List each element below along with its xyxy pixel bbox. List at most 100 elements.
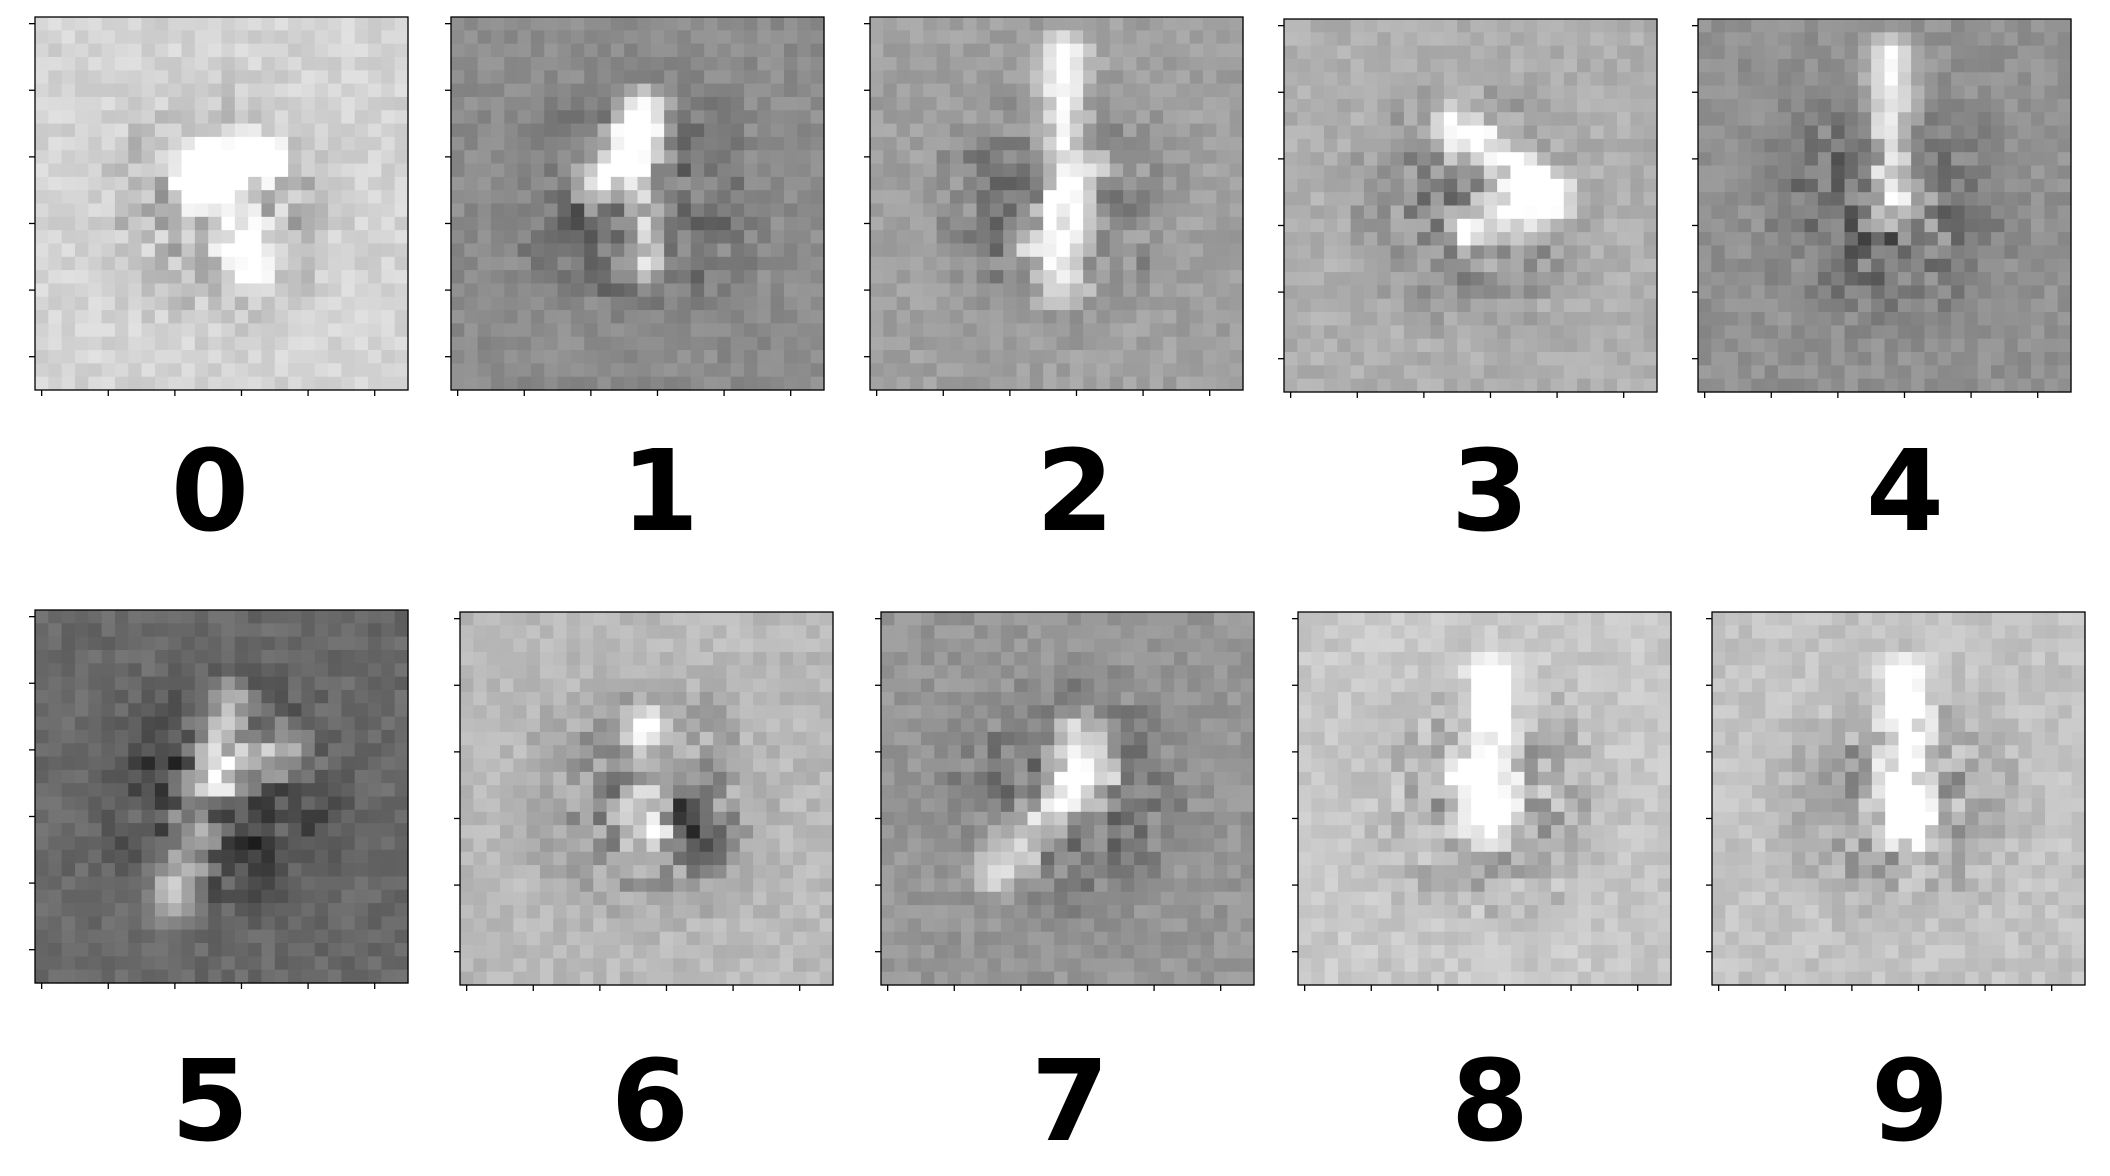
weight-pixel [74,729,89,744]
weight-pixel [1216,83,1231,98]
weight-pixel [1764,85,1779,100]
weight-pixel [1337,152,1352,167]
weight-pixel [88,769,103,784]
weight-pixel [48,256,63,271]
weight-pixel [517,43,532,58]
weight-pixel [234,30,249,45]
weight-pixel [1857,272,1872,287]
weight-pixel [221,363,236,378]
weight-pixel [128,610,143,624]
weight-pixel [896,203,911,218]
weight-pixel [234,176,249,191]
weight-pixel [1737,365,1752,380]
weight-pixel [2031,178,2045,193]
weight-pixel [1737,98,1752,113]
weight-pixel [1871,152,1886,167]
weight-pixel [1937,365,1952,380]
weight-pixel [1483,45,1498,60]
weight-pixel [48,376,63,391]
weight-pixel [557,296,572,311]
weight-pixel [1189,96,1204,111]
weight-pixel [1457,365,1472,380]
weight-pixel [1176,190,1191,205]
weight-pixel [1430,85,1445,100]
weight-pixel [1443,338,1458,353]
weight-pixel [870,190,884,205]
weight-pixel [1537,285,1552,300]
weight-pixel [1777,312,1792,326]
weight-pixel [1310,178,1325,193]
weight-pixel [797,163,812,178]
weight-pixel [1229,43,1244,58]
weight-pixel [208,756,223,771]
weight-pixel [1203,350,1217,364]
weight-pixel [2004,19,2019,33]
weight-pixel [2057,138,2072,153]
weight-pixel [128,30,143,45]
weight-pixel [1603,112,1618,127]
weight-pixel [477,376,492,391]
weight-pixel [1189,230,1204,245]
weight-pixel [1350,58,1365,73]
weight-pixel [1470,218,1485,233]
weight-pixel [1537,138,1552,153]
weight-pixel [1069,363,1084,378]
weight-pixel [2017,152,2032,167]
weight-pixel [88,969,103,984]
weight-pixel [48,323,63,338]
weight-pixel [381,256,396,271]
weight-pixel [1043,283,1058,298]
weight-pixel [128,636,143,651]
weight-pixel [690,83,705,98]
weight-pixel [770,70,785,85]
weight-pixel [2057,298,2072,313]
weight-pixel [61,17,76,31]
weight-pixel [181,809,196,824]
weight-pixel [770,96,785,111]
weight-pixel [1403,125,1418,140]
weight-pixel [1751,338,1766,353]
weight-pixel [1056,43,1071,58]
weight-pixel [1403,352,1418,366]
weight-pixel [1924,32,1939,47]
weight-pixel [1003,176,1018,191]
weight-pixel [101,769,116,784]
weight-pixel [234,943,249,957]
weight-pixel [1443,45,1458,60]
weight-pixel [301,56,316,71]
weight-pixel [770,376,785,391]
weight-pixel [1096,323,1111,338]
weight-pixel [1163,283,1177,298]
weight-pixel [114,270,129,285]
weight-pixel [1377,152,1392,167]
weight-pixel [1176,83,1191,98]
weight-pixel [1176,203,1191,218]
weight-pixel [806,678,821,693]
weight-pixel [1203,190,1217,205]
weight-pixel [1563,272,1578,287]
weight-pixel [810,163,825,178]
weight-pixel [704,190,719,205]
weight-pixel [114,956,129,971]
weight-pixel [1284,285,1298,300]
weight-pixel [1964,245,1979,260]
weight-pixel [989,243,1004,258]
weight-pixel [2017,205,2032,220]
weight-pixel [517,376,532,391]
weight-pixel [114,136,129,151]
weight-pixel [114,283,129,298]
weight-pixel [753,665,767,680]
weight-pixel [1817,32,1832,47]
weight-pixel [619,691,634,706]
weight-pixel [1457,298,1472,313]
weight-pixel [1991,258,2005,273]
weight-pixel [208,729,223,744]
weight-pixel [128,929,143,944]
weight-pixel [181,783,196,798]
weight-pixel [1577,245,1591,260]
weight-pixel [1203,83,1217,98]
weight-pixel [1297,205,1312,220]
weight-pixel [61,876,76,891]
weight-pixel [1216,363,1231,378]
weight-pixel [1123,176,1138,191]
